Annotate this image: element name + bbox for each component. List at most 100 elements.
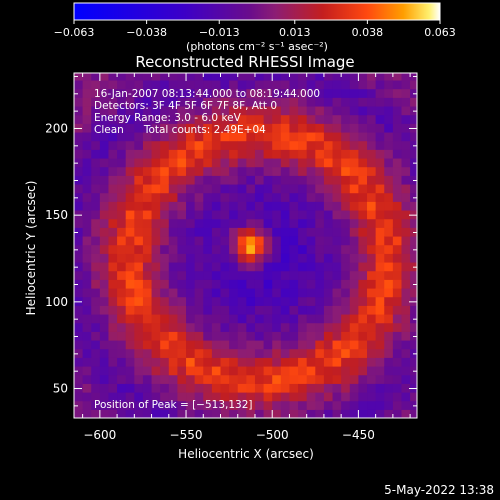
heatmap-cell	[384, 348, 394, 358]
heatmap-cell	[168, 201, 179, 211]
heatmap-cell	[74, 391, 84, 402]
heatmap-cell	[151, 322, 161, 332]
heatmap-cell	[91, 244, 101, 254]
colorbar-tick-label: −0.038	[126, 26, 167, 39]
heatmap-cell	[315, 305, 325, 315]
heatmap-cell	[151, 235, 161, 246]
heatmap-cell	[229, 331, 239, 341]
heatmap-cell	[298, 140, 308, 150]
heatmap-cell	[125, 261, 135, 272]
heatmap-cell	[341, 227, 351, 237]
heatmap-cell	[99, 175, 110, 185]
heatmap-cell	[298, 287, 308, 298]
heatmap-cell	[160, 365, 170, 376]
heatmap-cell	[246, 166, 256, 176]
heatmap-cell	[315, 131, 325, 142]
heatmap-cell	[160, 114, 170, 124]
heatmap-cell	[289, 253, 299, 263]
heatmap-cell	[237, 140, 247, 150]
heatmap-cell	[401, 209, 411, 220]
heatmap-cell	[289, 123, 299, 133]
heatmap-cell	[82, 183, 92, 194]
heatmap-cell	[237, 123, 247, 133]
heatmap-cell	[332, 313, 342, 324]
heatmap-cell	[272, 305, 282, 315]
heatmap-cell	[323, 287, 334, 298]
heatmap-cell	[186, 123, 196, 133]
heatmap-cell	[74, 383, 84, 393]
heatmap-cell	[220, 88, 230, 98]
heatmap-cell	[211, 201, 222, 211]
heatmap-cell	[211, 374, 222, 384]
heatmap-cell	[125, 209, 135, 220]
heatmap-cell	[91, 400, 101, 410]
heatmap-cell	[392, 73, 403, 81]
heatmap-cell	[367, 114, 377, 124]
heatmap-cell	[168, 97, 179, 107]
heatmap-cell	[142, 391, 153, 402]
heatmap-cell	[341, 218, 351, 228]
heatmap-cell	[367, 227, 377, 237]
heatmap-cell	[237, 322, 247, 332]
heatmap-cell	[254, 79, 265, 90]
heatmap-cell	[375, 218, 385, 228]
heatmap-cell	[82, 322, 92, 332]
heatmap-cell	[220, 166, 230, 176]
heatmap-cell	[246, 383, 256, 393]
heatmap-cell	[341, 357, 351, 367]
heatmap-cell	[125, 227, 135, 237]
heatmap-cell	[410, 227, 417, 237]
heatmap-cell	[237, 339, 247, 350]
heatmap-cell	[358, 244, 368, 254]
heatmap-cell	[82, 149, 92, 159]
heatmap-cell	[349, 192, 359, 202]
heatmap-cell	[117, 218, 127, 228]
heatmap-cell	[367, 374, 377, 384]
heatmap-cell	[220, 131, 230, 142]
heatmap-cell	[125, 339, 135, 350]
heatmap-cell	[332, 192, 342, 202]
heatmap-cell	[211, 166, 222, 176]
heatmap-cell	[117, 105, 127, 116]
heatmap-cell	[358, 149, 368, 159]
heatmap-cell	[134, 149, 144, 159]
heatmap-cell	[220, 261, 230, 272]
heatmap-cell	[367, 270, 377, 280]
heatmap-cell	[168, 305, 179, 315]
heatmap-cell	[211, 123, 222, 133]
heatmap-cell	[160, 218, 170, 228]
heatmap-cell	[91, 253, 101, 263]
heatmap-cell	[254, 253, 265, 263]
heatmap-cell	[349, 365, 359, 376]
heatmap-cell	[82, 348, 92, 358]
heatmap-cell	[280, 175, 291, 185]
heatmap-cell	[229, 157, 239, 168]
heatmap-cell	[410, 348, 417, 358]
heatmap-cell	[254, 157, 265, 168]
heatmap-cell	[246, 73, 256, 81]
heatmap-cell	[168, 383, 179, 393]
heatmap-cell	[194, 261, 204, 272]
heatmap-cell	[177, 79, 187, 90]
heatmap-cell	[358, 287, 368, 298]
heatmap-cell	[203, 296, 213, 306]
heatmap-cell	[341, 391, 351, 402]
heatmap-cell	[289, 365, 299, 376]
heatmap-cell	[177, 201, 187, 211]
heatmap-cell	[186, 383, 196, 393]
heatmap-cell	[142, 313, 153, 324]
heatmap-cell	[220, 227, 230, 237]
heatmap-cell	[280, 253, 291, 263]
heatmap-cell	[272, 79, 282, 90]
heatmap-cell	[117, 270, 127, 280]
heatmap-cell	[358, 270, 368, 280]
heatmap-cell	[125, 157, 135, 168]
heatmap-cell	[142, 374, 153, 384]
heatmap-cell	[315, 331, 325, 341]
heatmap-cell	[306, 391, 316, 402]
heatmap-cell	[177, 400, 187, 410]
heatmap-cell	[315, 287, 325, 298]
heatmap-cell	[117, 409, 127, 418]
heatmap-cell	[194, 79, 204, 90]
heatmap-cell	[151, 201, 161, 211]
